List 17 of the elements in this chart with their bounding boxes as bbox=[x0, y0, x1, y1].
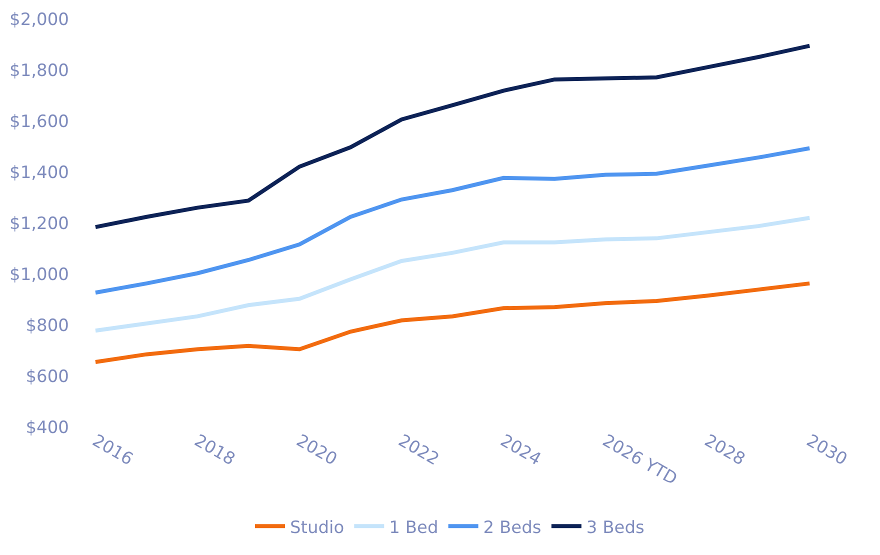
line-series bbox=[94, 216, 812, 333]
y-tick-label: $1,800 bbox=[10, 60, 69, 81]
y-tick-label: $2,000 bbox=[10, 10, 69, 30]
line-series bbox=[94, 146, 812, 295]
y-tick-label: $1,400 bbox=[10, 162, 69, 183]
y-tick-label: $1,200 bbox=[10, 214, 69, 234]
legend-label: Studio bbox=[290, 518, 344, 538]
y-tick-label: $400 bbox=[26, 418, 69, 438]
y-tick-label: $800 bbox=[26, 316, 69, 336]
y-tick-label: $600 bbox=[26, 366, 69, 387]
legend-label: 2 Beds bbox=[483, 518, 542, 538]
line-series bbox=[94, 281, 812, 364]
y-tick-label: $1,600 bbox=[10, 112, 69, 132]
legend-label: 3 Beds bbox=[586, 518, 645, 538]
legend-label: 1 Bed bbox=[389, 518, 438, 538]
y-tick-label: $1,000 bbox=[10, 264, 69, 285]
line-series bbox=[94, 44, 812, 230]
